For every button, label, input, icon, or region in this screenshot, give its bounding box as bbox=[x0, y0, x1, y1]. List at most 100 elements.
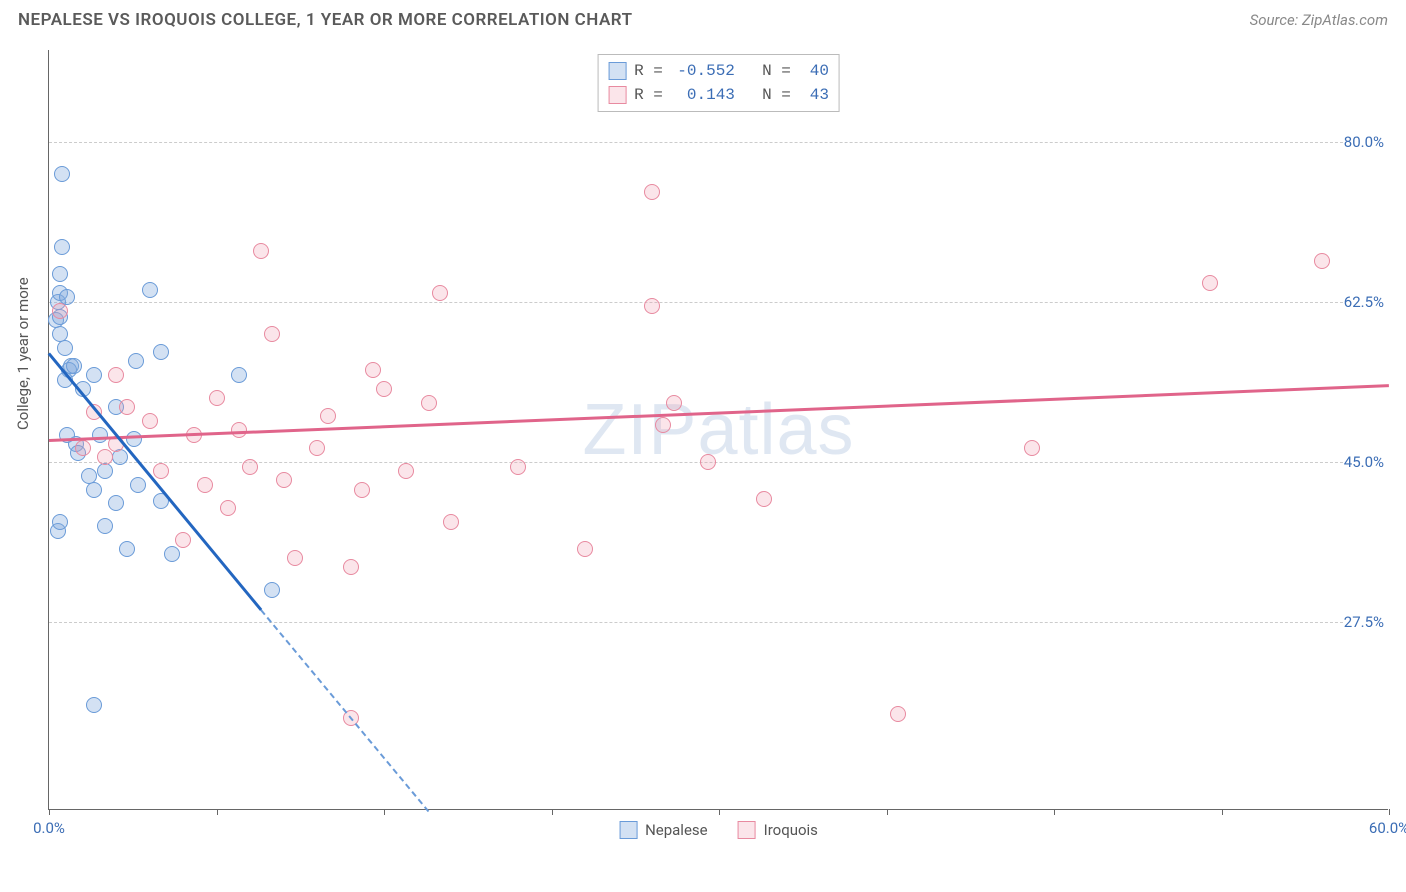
y-tick-label: 62.5% bbox=[1344, 293, 1390, 311]
data-point bbox=[108, 495, 124, 511]
data-point bbox=[231, 367, 247, 383]
data-point bbox=[75, 440, 91, 456]
data-point bbox=[97, 518, 113, 534]
data-point bbox=[510, 459, 526, 475]
data-point bbox=[108, 367, 124, 383]
trend-line bbox=[49, 384, 1389, 441]
x-tick bbox=[552, 809, 553, 815]
legend-swatch bbox=[619, 821, 637, 839]
data-point bbox=[655, 417, 671, 433]
x-tick-label: 0.0% bbox=[33, 819, 65, 837]
r-label: R = bbox=[634, 59, 663, 83]
data-point bbox=[153, 344, 169, 360]
data-point bbox=[130, 477, 146, 493]
gridline bbox=[49, 142, 1388, 143]
data-point bbox=[309, 440, 325, 456]
data-point bbox=[112, 449, 128, 465]
trend-line bbox=[260, 609, 429, 812]
stats-row: R = -0.552 N = 40 bbox=[608, 59, 829, 83]
y-tick-label: 45.0% bbox=[1344, 453, 1390, 471]
data-point bbox=[1024, 440, 1040, 456]
chart-plot-area: ZIPatlas 27.5%45.0%62.5%80.0%0.0%60.0%R … bbox=[48, 50, 1388, 810]
legend-label: Iroquois bbox=[764, 821, 818, 839]
data-point bbox=[398, 463, 414, 479]
x-tick bbox=[49, 809, 50, 815]
x-tick bbox=[384, 809, 385, 815]
gridline bbox=[49, 302, 1388, 303]
data-point bbox=[443, 514, 459, 530]
data-point bbox=[54, 166, 70, 182]
n-label: N = bbox=[743, 59, 791, 83]
data-point bbox=[343, 559, 359, 575]
data-point bbox=[97, 449, 113, 465]
n-value: 43 bbox=[799, 83, 829, 107]
data-point bbox=[1314, 253, 1330, 269]
legend-swatch bbox=[608, 62, 626, 80]
data-point bbox=[242, 459, 258, 475]
data-point bbox=[890, 706, 906, 722]
data-point bbox=[52, 326, 68, 342]
x-tick bbox=[1054, 809, 1055, 815]
trend-line bbox=[48, 353, 262, 611]
data-point bbox=[1202, 275, 1218, 291]
data-point bbox=[209, 390, 225, 406]
x-tick bbox=[1222, 809, 1223, 815]
legend-item: Iroquois bbox=[738, 821, 818, 839]
data-point bbox=[92, 427, 108, 443]
data-point bbox=[52, 514, 68, 530]
n-value: 40 bbox=[799, 59, 829, 83]
data-point bbox=[354, 482, 370, 498]
data-point bbox=[142, 282, 158, 298]
watermark: ZIPatlas bbox=[582, 389, 854, 471]
y-tick-label: 80.0% bbox=[1344, 133, 1390, 151]
data-point bbox=[128, 353, 144, 369]
data-point bbox=[52, 266, 68, 282]
data-point bbox=[276, 472, 292, 488]
data-point bbox=[52, 303, 68, 319]
bottom-legend: Nepalese Iroquois bbox=[619, 821, 818, 839]
data-point bbox=[700, 454, 716, 470]
gridline bbox=[49, 622, 1388, 623]
data-point bbox=[365, 362, 381, 378]
data-point bbox=[197, 477, 213, 493]
data-point bbox=[220, 500, 236, 516]
data-point bbox=[86, 367, 102, 383]
data-point bbox=[666, 395, 682, 411]
data-point bbox=[54, 239, 70, 255]
r-value: -0.552 bbox=[671, 59, 735, 83]
data-point bbox=[153, 463, 169, 479]
data-point bbox=[644, 298, 660, 314]
y-tick-label: 27.5% bbox=[1344, 613, 1390, 631]
data-point bbox=[432, 285, 448, 301]
data-point bbox=[756, 491, 772, 507]
correlation-stats-box: R = -0.552 N = 40R = 0.143 N = 43 bbox=[597, 54, 840, 112]
data-point bbox=[253, 243, 269, 259]
data-point bbox=[86, 697, 102, 713]
x-tick bbox=[887, 809, 888, 815]
data-point bbox=[142, 413, 158, 429]
data-point bbox=[175, 532, 191, 548]
legend-swatch bbox=[608, 86, 626, 104]
x-tick-label: 60.0% bbox=[1369, 819, 1406, 837]
data-point bbox=[287, 550, 303, 566]
x-tick bbox=[719, 809, 720, 815]
data-point bbox=[164, 546, 180, 562]
data-point bbox=[320, 408, 336, 424]
data-point bbox=[264, 582, 280, 598]
legend-label: Nepalese bbox=[645, 821, 708, 839]
data-point bbox=[421, 395, 437, 411]
data-point bbox=[376, 381, 392, 397]
chart-title: NEPALESE VS IROQUOIS COLLEGE, 1 YEAR OR … bbox=[18, 10, 633, 30]
legend-item: Nepalese bbox=[619, 821, 708, 839]
data-point bbox=[119, 399, 135, 415]
n-label: N = bbox=[743, 83, 791, 107]
x-tick bbox=[217, 809, 218, 815]
data-point bbox=[577, 541, 593, 557]
data-point bbox=[97, 463, 113, 479]
legend-swatch bbox=[738, 821, 756, 839]
data-point bbox=[119, 541, 135, 557]
y-axis-label: College, 1 year or more bbox=[14, 277, 32, 430]
data-point bbox=[264, 326, 280, 342]
data-point bbox=[57, 340, 73, 356]
r-value: 0.143 bbox=[671, 83, 735, 107]
